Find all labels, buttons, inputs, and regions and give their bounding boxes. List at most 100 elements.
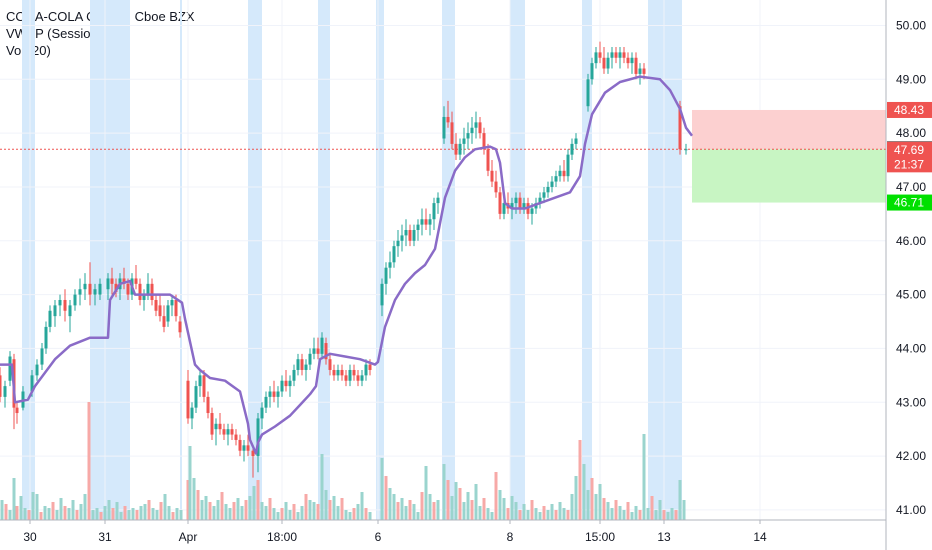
- candle-body: [158, 305, 162, 317]
- candle-body: [268, 391, 272, 397]
- candle-body: [618, 52, 622, 58]
- volume-bar: [4, 504, 8, 520]
- volume-bar: [522, 504, 526, 520]
- session-band: [22, 0, 35, 520]
- candle-body: [272, 391, 276, 397]
- volume-bar: [462, 502, 466, 520]
- volume-bar: [316, 504, 320, 520]
- volume-bar: [348, 512, 352, 520]
- volume-bar: [558, 502, 562, 520]
- candle-body: [106, 278, 110, 290]
- candle-body: [230, 429, 234, 435]
- volume-bar: [364, 508, 368, 520]
- candle-body: [251, 450, 255, 457]
- candle-body: [166, 305, 170, 322]
- volume-bar: [416, 512, 420, 520]
- price-badge-countdown: [887, 156, 932, 173]
- candle-body: [392, 246, 396, 263]
- volume-bar: [67, 508, 71, 520]
- candle-body: [356, 375, 360, 381]
- candle-body: [198, 375, 202, 387]
- candle-body: [352, 369, 356, 376]
- volume-bar: [308, 500, 312, 520]
- candle-body: [126, 283, 130, 295]
- candle-body: [8, 356, 12, 381]
- candle-body: [98, 283, 102, 295]
- session-band: [442, 0, 455, 520]
- take-profit-zone[interactable]: [692, 149, 886, 203]
- candle-body: [542, 192, 546, 198]
- volume-bar: [514, 502, 518, 520]
- volume-bar: [260, 502, 264, 520]
- session-band: [180, 0, 182, 520]
- volume-bar: [47, 508, 51, 520]
- candle-body: [518, 197, 522, 209]
- candle-body: [586, 79, 590, 107]
- volume-bar: [147, 500, 151, 520]
- price-badge-vwap: [887, 141, 932, 158]
- x-tick-label: 18:00: [267, 530, 297, 544]
- volume-bar: [320, 454, 324, 520]
- candle-body: [384, 267, 388, 284]
- candle-body: [150, 283, 154, 300]
- candle-body: [522, 203, 526, 209]
- volume-bar: [356, 504, 360, 520]
- candle-body: [0, 375, 2, 397]
- candle-body: [380, 283, 384, 306]
- candle-body: [3, 386, 7, 397]
- volume-bar: [550, 504, 554, 520]
- volume-bar: [256, 480, 260, 520]
- candle-body: [83, 283, 87, 290]
- candle-body: [530, 208, 534, 214]
- candle-body: [478, 122, 482, 134]
- candle-body: [638, 68, 642, 74]
- volume-bar: [428, 494, 432, 520]
- volume-bar: [506, 508, 510, 520]
- price-badge-label: 48.43: [894, 103, 924, 117]
- candle-body: [466, 133, 470, 139]
- candle-body: [566, 154, 570, 177]
- candle-body: [622, 52, 626, 58]
- candle-body: [502, 203, 506, 214]
- candle-body: [288, 380, 292, 387]
- volume-bar: [332, 496, 336, 520]
- session-bands: [22, 0, 682, 520]
- y-tick-label: 49.00: [896, 72, 926, 86]
- volume-bar: [167, 506, 171, 520]
- candle-body: [416, 224, 420, 231]
- x-tick-label: 14: [753, 530, 767, 544]
- candle-body: [276, 391, 280, 397]
- candle-body: [428, 219, 432, 225]
- volume-bar: [562, 508, 566, 520]
- candle-body: [202, 375, 206, 397]
- volume-bars: [0, 402, 686, 520]
- volume-bar: [590, 478, 594, 520]
- candle-body: [138, 283, 142, 300]
- candle-body: [122, 278, 126, 284]
- session-band: [90, 0, 130, 520]
- candle-body: [284, 380, 288, 387]
- volume-bar: [296, 512, 300, 520]
- volume-bar: [412, 504, 416, 520]
- volume-bar: [424, 466, 428, 520]
- candle-body: [296, 359, 300, 370]
- candle-body: [58, 299, 62, 306]
- volume-bar: [474, 484, 478, 520]
- candle-body: [336, 369, 340, 376]
- candle-body: [292, 369, 296, 381]
- volume-bar: [51, 502, 55, 520]
- candle-body: [514, 197, 518, 204]
- volume-bar: [340, 498, 344, 520]
- session-band: [648, 0, 682, 520]
- volume-bar: [83, 494, 87, 520]
- volume-bar: [15, 506, 19, 520]
- stop-loss-zone[interactable]: [692, 109, 886, 150]
- price-badge-label: 21:37: [894, 157, 924, 171]
- session-band: [510, 0, 525, 520]
- position-zones: [0, 109, 886, 203]
- candle-body: [234, 434, 238, 440]
- session-band: [582, 0, 592, 520]
- candle-body: [388, 262, 392, 268]
- volume-bar: [458, 488, 462, 520]
